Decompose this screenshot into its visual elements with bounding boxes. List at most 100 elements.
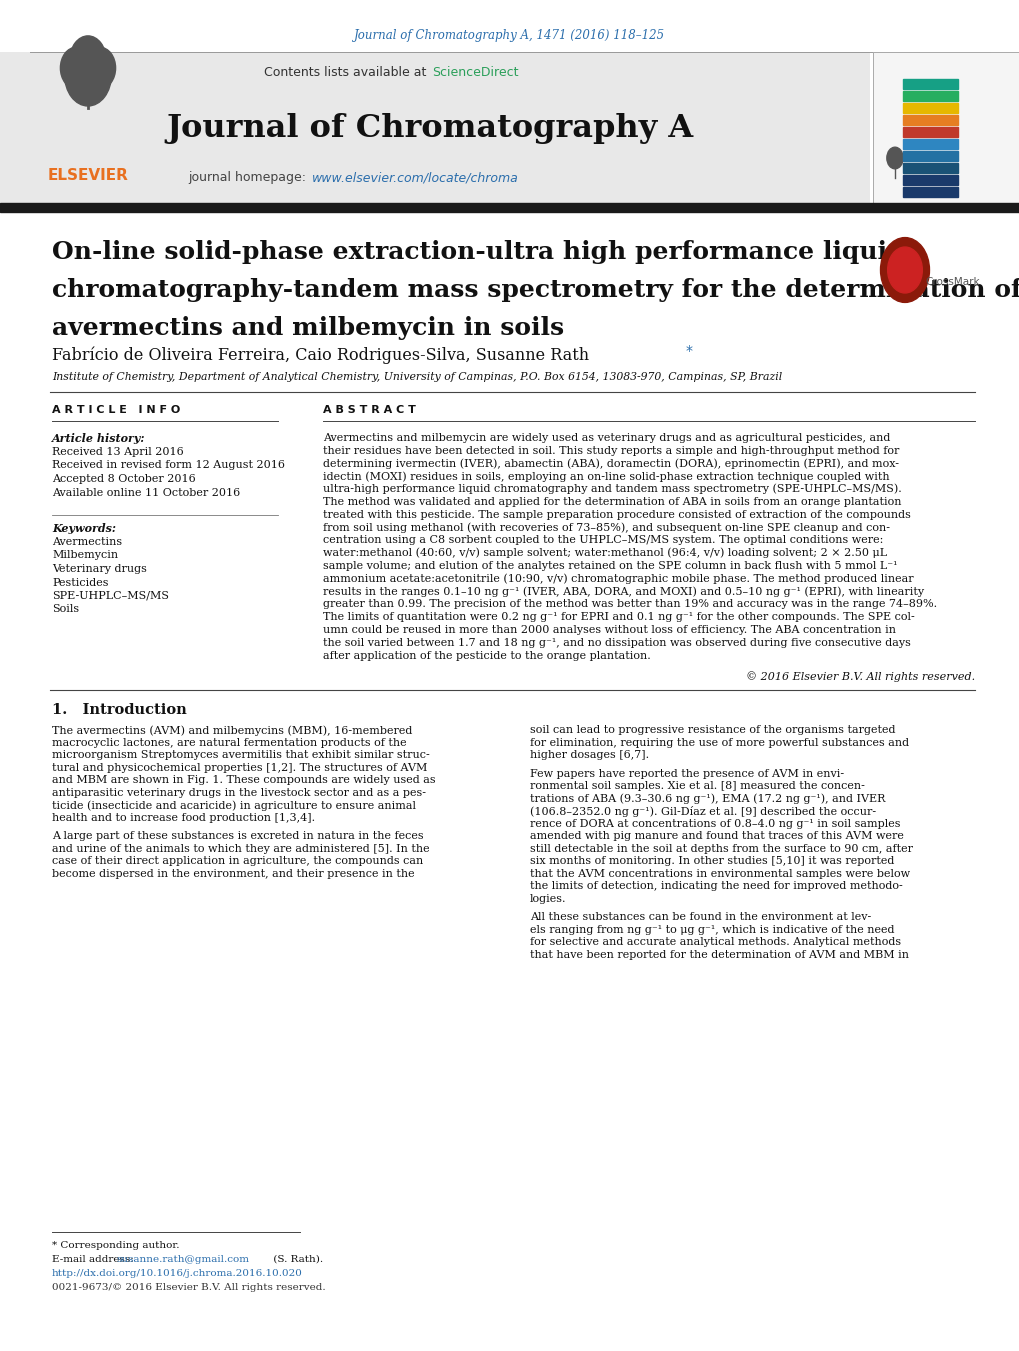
Text: els ranging from ng g⁻¹ to μg g⁻¹, which is indicative of the need: els ranging from ng g⁻¹ to μg g⁻¹, which…: [530, 925, 894, 935]
Text: for elimination, requiring the use of more powerful substances and: for elimination, requiring the use of mo…: [530, 738, 908, 748]
Bar: [872, 51, 1019, 205]
Bar: [902, 151, 957, 161]
Text: Soils: Soils: [52, 604, 79, 615]
Text: centration using a C8 sorbent coupled to the UHPLC–MS/MS system. The optimal con: centration using a C8 sorbent coupled to…: [323, 535, 882, 546]
Text: Avermectins and milbemycin are widely used as veterinary drugs and as agricultur: Avermectins and milbemycin are widely us…: [323, 434, 890, 443]
Text: the limits of detection, indicating the need for improved methodo-: the limits of detection, indicating the …: [530, 881, 902, 892]
Text: their residues have been detected in soil. This study reports a simple and high-: their residues have been detected in soi…: [323, 446, 899, 455]
Text: A B S T R A C T: A B S T R A C T: [323, 405, 416, 415]
Text: logies.: logies.: [530, 894, 566, 904]
Circle shape: [60, 47, 92, 89]
Text: avermectins and milbemycin in soils: avermectins and milbemycin in soils: [52, 316, 564, 340]
Text: chromatography-tandem mass spectrometry for the determination of: chromatography-tandem mass spectrometry …: [52, 278, 1019, 303]
Text: microorganism Streptomyces avermitilis that exhibit similar struc-: microorganism Streptomyces avermitilis t…: [52, 750, 429, 761]
Text: Contents lists available at: Contents lists available at: [263, 66, 430, 80]
Text: susanne.rath@gmail.com: susanne.rath@gmail.com: [116, 1255, 249, 1263]
Text: idectin (MOXI) residues in soils, employing an on-line solid-phase extraction te: idectin (MOXI) residues in soils, employ…: [323, 471, 889, 482]
Bar: [902, 78, 957, 89]
Text: macrocyclic lactones, are natural fermentation products of the: macrocyclic lactones, are natural fermen…: [52, 738, 407, 748]
Text: results in the ranges 0.1–10 ng g⁻¹ (IVER, ABA, DORA, and MOXI) and 0.5–10 ng g⁻: results in the ranges 0.1–10 ng g⁻¹ (IVE…: [323, 586, 923, 597]
Text: www.elsevier.com/locate/chroma: www.elsevier.com/locate/chroma: [312, 172, 519, 185]
Text: trations of ABA (9.3–30.6 ng g⁻¹), EMA (17.2 ng g⁻¹), and IVER: trations of ABA (9.3–30.6 ng g⁻¹), EMA (…: [530, 793, 884, 804]
Text: case of their direct application in agriculture, the compounds can: case of their direct application in agri…: [52, 857, 423, 866]
Bar: [902, 163, 957, 173]
Text: ticide (insecticide and acaricide) in agriculture to ensure animal: ticide (insecticide and acaricide) in ag…: [52, 800, 416, 811]
Bar: [902, 115, 957, 126]
Text: Fabrício de Oliveira Ferreira, Caio Rodrigues-Silva, Susanne Rath: Fabrício de Oliveira Ferreira, Caio Rodr…: [52, 346, 589, 363]
Bar: [0, 203, 1019, 212]
Circle shape: [85, 47, 115, 89]
Text: sample volume; and elution of the analytes retained on the SPE column in back fl: sample volume; and elution of the analyt…: [323, 561, 897, 571]
Text: * Corresponding author.: * Corresponding author.: [52, 1242, 179, 1251]
Bar: [902, 91, 957, 101]
Text: On-line solid-phase extraction-ultra high performance liquid: On-line solid-phase extraction-ultra hig…: [52, 240, 904, 263]
Text: A large part of these substances is excreted in natura in the feces: A large part of these substances is excr…: [52, 831, 423, 842]
Circle shape: [886, 147, 902, 169]
Text: ronmental soil samples. Xie et al. [8] measured the concen-: ronmental soil samples. Xie et al. [8] m…: [530, 781, 864, 792]
Text: antiparasitic veterinary drugs in the livestock sector and as a pes-: antiparasitic veterinary drugs in the li…: [52, 788, 426, 798]
Text: CrossMark: CrossMark: [924, 277, 978, 286]
Text: from soil using methanol (with recoveries of 73–85%), and subsequent on-line SPE: from soil using methanol (with recoverie…: [323, 523, 890, 532]
Text: Pesticides: Pesticides: [52, 577, 108, 588]
Text: The avermectins (AVM) and milbemycins (MBM), 16-membered: The avermectins (AVM) and milbemycins (M…: [52, 725, 412, 736]
Bar: [902, 103, 957, 113]
Bar: [902, 127, 957, 136]
Circle shape: [879, 238, 928, 303]
Text: SPE-UHPLC–MS/MS: SPE-UHPLC–MS/MS: [52, 590, 169, 601]
Text: determining ivermectin (IVER), abamectin (ABA), doramectin (DORA), eprinomectin : determining ivermectin (IVER), abamectin…: [323, 458, 898, 469]
Text: umn could be reused in more than 2000 analyses without loss of efficiency. The A: umn could be reused in more than 2000 an…: [323, 626, 895, 635]
Text: the soil varied between 1.7 and 18 ng g⁻¹, and no dissipation was observed durin: the soil varied between 1.7 and 18 ng g⁻…: [323, 638, 910, 647]
Text: amended with pig manure and found that traces of this AVM were: amended with pig manure and found that t…: [530, 831, 903, 842]
Circle shape: [64, 45, 111, 105]
Text: Received in revised form 12 August 2016: Received in revised form 12 August 2016: [52, 461, 284, 470]
Text: (106.8–2352.0 ng g⁻¹). Gil-Díaz et al. [9] described the occur-: (106.8–2352.0 ng g⁻¹). Gil-Díaz et al. […: [530, 807, 875, 817]
Text: Institute of Chemistry, Department of Analytical Chemistry, University of Campin: Institute of Chemistry, Department of An…: [52, 372, 782, 382]
Text: *: *: [686, 345, 692, 358]
Text: higher dosages [6,7].: higher dosages [6,7].: [530, 750, 648, 761]
Text: The method was validated and applied for the determination of ABA in soils from : The method was validated and applied for…: [323, 497, 901, 507]
Text: 1.   Introduction: 1. Introduction: [52, 704, 186, 717]
Text: Few papers have reported the presence of AVM in envi-: Few papers have reported the presence of…: [530, 769, 844, 780]
Text: ultra-high performance liquid chromatography and tandem mass spectrometry (SPE-U: ultra-high performance liquid chromatogr…: [323, 484, 901, 494]
Text: A R T I C L E   I N F O: A R T I C L E I N F O: [52, 405, 180, 415]
Text: http://dx.doi.org/10.1016/j.chroma.2016.10.020: http://dx.doi.org/10.1016/j.chroma.2016.…: [52, 1270, 303, 1278]
Text: All these substances can be found in the environment at lev-: All these substances can be found in the…: [530, 912, 870, 923]
Text: Article history:: Article history:: [52, 432, 146, 443]
Text: and urine of the animals to which they are administered [5]. In the: and urine of the animals to which they a…: [52, 844, 429, 854]
Text: become dispersed in the environment, and their presence in the: become dispersed in the environment, and…: [52, 869, 414, 880]
Text: still detectable in the soil at depths from the surface to 90 cm, after: still detectable in the soil at depths f…: [530, 844, 912, 854]
Text: The limits of quantitation were 0.2 ng g⁻¹ for EPRI and 0.1 ng g⁻¹ for the other: The limits of quantitation were 0.2 ng g…: [323, 612, 914, 623]
Text: © 2016 Elsevier B.V. All rights reserved.: © 2016 Elsevier B.V. All rights reserved…: [745, 671, 974, 682]
Circle shape: [69, 36, 106, 84]
Text: Avermectins: Avermectins: [52, 536, 122, 547]
Circle shape: [887, 247, 921, 293]
Text: Milbemycin: Milbemycin: [52, 550, 118, 561]
Text: for selective and accurate analytical methods. Analytical methods: for selective and accurate analytical me…: [530, 938, 900, 947]
Bar: [902, 176, 957, 185]
Text: treated with this pesticide. The sample preparation procedure consisted of extra: treated with this pesticide. The sample …: [323, 509, 910, 520]
Text: ELSEVIER: ELSEVIER: [48, 168, 128, 182]
Text: that the AVM concentrations in environmental samples were below: that the AVM concentrations in environme…: [530, 869, 909, 880]
Text: soil can lead to progressive resistance of the organisms targeted: soil can lead to progressive resistance …: [530, 725, 895, 735]
Text: E-mail address:: E-mail address:: [52, 1255, 137, 1263]
Bar: [0, 51, 869, 205]
Text: (S. Rath).: (S. Rath).: [270, 1255, 323, 1263]
Text: after application of the pesticide to the orange plantation.: after application of the pesticide to th…: [323, 651, 650, 661]
Text: Journal of Chromatography A, 1471 (2016) 118–125: Journal of Chromatography A, 1471 (2016)…: [354, 28, 665, 42]
Text: Received 13 April 2016: Received 13 April 2016: [52, 447, 183, 457]
Text: Available online 11 October 2016: Available online 11 October 2016: [52, 488, 240, 497]
Text: that have been reported for the determination of AVM and MBM in: that have been reported for the determin…: [530, 950, 908, 961]
Text: greater than 0.99. The precision of the method was better than 19% and accuracy : greater than 0.99. The precision of the …: [323, 600, 936, 609]
Text: Veterinary drugs: Veterinary drugs: [52, 563, 147, 574]
Text: rence of DORA at concentrations of 0.8–4.0 ng g⁻¹ in soil samples: rence of DORA at concentrations of 0.8–4…: [530, 819, 900, 830]
Text: Accepted 8 October 2016: Accepted 8 October 2016: [52, 474, 196, 484]
Text: six months of monitoring. In other studies [5,10] it was reported: six months of monitoring. In other studi…: [530, 857, 894, 866]
Text: journal homepage:: journal homepage:: [187, 172, 310, 185]
Text: health and to increase food production [1,3,4].: health and to increase food production […: [52, 813, 315, 823]
Bar: [902, 139, 957, 149]
Text: Keywords:: Keywords:: [52, 523, 116, 534]
Text: Journal of Chromatography A: Journal of Chromatography A: [166, 112, 693, 143]
Text: and MBM are shown in Fig. 1. These compounds are widely used as: and MBM are shown in Fig. 1. These compo…: [52, 775, 435, 785]
Text: ammonium acetate:acetonitrile (10:90, v/v) chromatographic mobile phase. The met: ammonium acetate:acetonitrile (10:90, v/…: [323, 574, 913, 584]
Text: tural and physicochemical properties [1,2]. The structures of AVM: tural and physicochemical properties [1,…: [52, 763, 427, 773]
